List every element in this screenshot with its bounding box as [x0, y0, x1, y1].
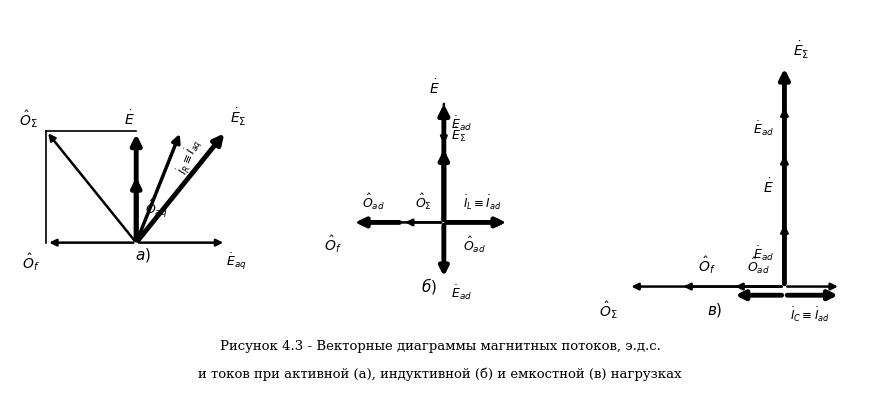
Text: $\dot{E}$: $\dot{E}$ — [763, 177, 774, 196]
Text: $\hat{O}_{aq}$: $\hat{O}_{aq}$ — [145, 197, 167, 220]
Text: $в)$: $в)$ — [708, 301, 723, 320]
Text: $\hat{O}_f$: $\hat{O}_f$ — [698, 254, 715, 276]
Text: $\dot{E}_{ad}$: $\dot{E}_{ad}$ — [451, 284, 473, 303]
Text: $\dot{I}_R\equiv\dot{I}_{aq}$: $\dot{I}_R\equiv\dot{I}_{aq}$ — [173, 136, 206, 178]
Text: $\dot{E}_{ad}$: $\dot{E}_{ad}$ — [753, 245, 774, 263]
Text: $\dot{E}$: $\dot{E}$ — [429, 78, 440, 96]
Text: $\dot{E}_{aq}$: $\dot{E}_{aq}$ — [226, 251, 246, 272]
Text: $\dot{E}_{ad}$: $\dot{E}_{ad}$ — [451, 115, 473, 133]
Text: $\hat{O}_{\Sigma}$: $\hat{O}_{\Sigma}$ — [599, 300, 618, 321]
Text: $\hat{O}_{\Sigma}$: $\hat{O}_{\Sigma}$ — [414, 192, 431, 212]
Text: $\dot{E}$: $\dot{E}$ — [124, 109, 135, 127]
Text: $\dot{E}_{\Sigma}$: $\dot{E}_{\Sigma}$ — [793, 40, 810, 62]
Text: $\hat{O}_f$: $\hat{O}_f$ — [324, 233, 341, 254]
Text: $\dot{I}_C\equiv\dot{I}_{ad}$: $\dot{I}_C\equiv\dot{I}_{ad}$ — [790, 306, 830, 324]
Text: и токов при активной (а), индуктивной (б) и емкостной (в) нагрузках: и токов при активной (а), индуктивной (б… — [198, 368, 682, 381]
Text: $\hat{O}_{\Sigma}$: $\hat{O}_{\Sigma}$ — [19, 108, 38, 130]
Text: $\hat{O}_{ad}$: $\hat{O}_{ad}$ — [747, 256, 770, 276]
Text: Рисунок 4.3 - Векторные диаграммы магнитных потоков, э.д.с.: Рисунок 4.3 - Векторные диаграммы магнит… — [220, 340, 660, 353]
Text: $б)$: $б)$ — [421, 276, 436, 296]
Text: $а)$: $а)$ — [136, 246, 151, 264]
Text: $\dot{E}_{\Sigma}$: $\dot{E}_{\Sigma}$ — [230, 106, 246, 127]
Text: $\dot{I}_L\equiv\dot{I}_{ad}$: $\dot{I}_L\equiv\dot{I}_{ad}$ — [463, 193, 502, 212]
Text: $\hat{O}_{ad}$: $\hat{O}_{ad}$ — [363, 192, 385, 212]
Text: $\hat{O}_{ad}$: $\hat{O}_{ad}$ — [463, 235, 486, 255]
Text: $\dot{E}_{ad}$: $\dot{E}_{ad}$ — [753, 119, 774, 138]
Text: $\dot{E}_{\Sigma}$: $\dot{E}_{\Sigma}$ — [451, 125, 466, 144]
Text: $\hat{O}_f$: $\hat{O}_f$ — [22, 251, 40, 273]
